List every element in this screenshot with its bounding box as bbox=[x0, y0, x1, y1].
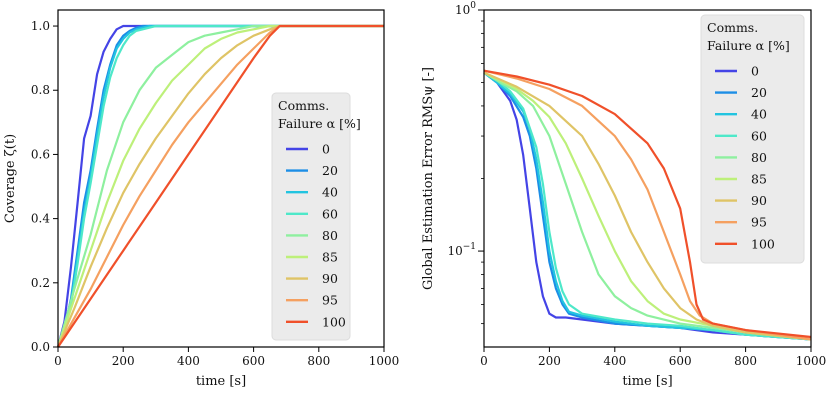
series-line-60 bbox=[56, 24, 384, 348]
series-line-100 bbox=[57, 24, 384, 348]
x-tick-label: 200 bbox=[112, 354, 135, 368]
legend-label-100: 100 bbox=[322, 314, 346, 329]
legend-label-100: 100 bbox=[751, 236, 775, 251]
legend-title-line2: Failure α [%] bbox=[707, 38, 790, 53]
legend-label-0: 0 bbox=[751, 64, 759, 79]
series-line-90 bbox=[56, 24, 384, 348]
y-tick-label: 0.0 bbox=[31, 340, 50, 354]
legend-label-60: 60 bbox=[751, 128, 767, 143]
x-tick-label: 400 bbox=[603, 354, 626, 368]
series-line-90 bbox=[483, 71, 812, 341]
x-tick-label: 600 bbox=[669, 354, 692, 368]
legend-title-line2: Failure α [%] bbox=[278, 116, 361, 131]
x-tick-label: 800 bbox=[307, 354, 330, 368]
series-line-80 bbox=[56, 24, 384, 348]
y-axis-label: Coverage ζ(t) bbox=[3, 134, 18, 223]
x-axis-label: time [s] bbox=[196, 374, 246, 389]
legend-label-20: 20 bbox=[751, 85, 767, 100]
series-line-100 bbox=[483, 69, 812, 339]
legend-label-85: 85 bbox=[751, 172, 767, 187]
legend-label-80: 80 bbox=[322, 228, 338, 243]
x-tick-label: 0 bbox=[480, 354, 488, 368]
x-tick-label: 1000 bbox=[369, 354, 400, 368]
legend-label-20: 20 bbox=[322, 163, 338, 178]
legend: Comms. Failure α [%] 0 20 40 60 80 85 90 95 100 bbox=[271, 92, 361, 341]
coverage-chart: 0 200 400 600 800 10000.00.20.40.60.81.0time … bbox=[3, 9, 400, 389]
series-line-40 bbox=[483, 71, 812, 341]
y-tick-label: 0.6 bbox=[31, 147, 50, 161]
legend-label-95: 95 bbox=[751, 215, 767, 230]
series-line-80 bbox=[483, 71, 812, 341]
legend-title-line1: Comms. bbox=[707, 20, 758, 35]
x-tick-label: 400 bbox=[177, 354, 200, 368]
legend-label-40: 40 bbox=[322, 185, 338, 200]
legend-label-90: 90 bbox=[751, 193, 767, 208]
series-line-85 bbox=[483, 71, 812, 341]
x-tick-label: 600 bbox=[242, 354, 265, 368]
x-tick-label: 200 bbox=[538, 354, 561, 368]
legend-title-line1: Comms. bbox=[278, 98, 329, 113]
series-line-60 bbox=[483, 71, 812, 341]
legend-label-0: 0 bbox=[322, 142, 330, 157]
series-line-85 bbox=[56, 24, 384, 348]
legend-label-85: 85 bbox=[322, 250, 338, 265]
legend-label-60: 60 bbox=[322, 206, 338, 221]
legend-label-90: 90 bbox=[322, 271, 338, 286]
y-tick-label: 0.4 bbox=[31, 212, 50, 226]
series-line-95 bbox=[57, 24, 384, 348]
x-tick-label: 0 bbox=[54, 354, 62, 368]
y-tick-label: 0.8 bbox=[31, 83, 50, 97]
legend-label-80: 80 bbox=[751, 150, 767, 165]
x-tick-label: 800 bbox=[734, 354, 757, 368]
series-group bbox=[56, 24, 384, 348]
y-tick-label: 10−1 bbox=[447, 242, 476, 258]
y-tick-label: 1.0 bbox=[31, 19, 50, 33]
x-tick-label: 1000 bbox=[796, 354, 827, 368]
series-group bbox=[483, 69, 812, 341]
x-axis-label: time [s] bbox=[622, 374, 672, 389]
plot-frame bbox=[57, 9, 385, 348]
y-tick-label: 100 bbox=[455, 1, 476, 17]
y-axis-label: Global Estimation Error RMSψ [-] bbox=[421, 67, 436, 290]
legend-label-40: 40 bbox=[751, 107, 767, 122]
y-tick-label: 0.2 bbox=[31, 276, 50, 290]
legend-label-95: 95 bbox=[322, 293, 338, 308]
series-line-0 bbox=[56, 24, 384, 348]
legend: Comms. Failure α [%] 0 20 40 60 80 85 90 95 100 bbox=[700, 14, 805, 264]
